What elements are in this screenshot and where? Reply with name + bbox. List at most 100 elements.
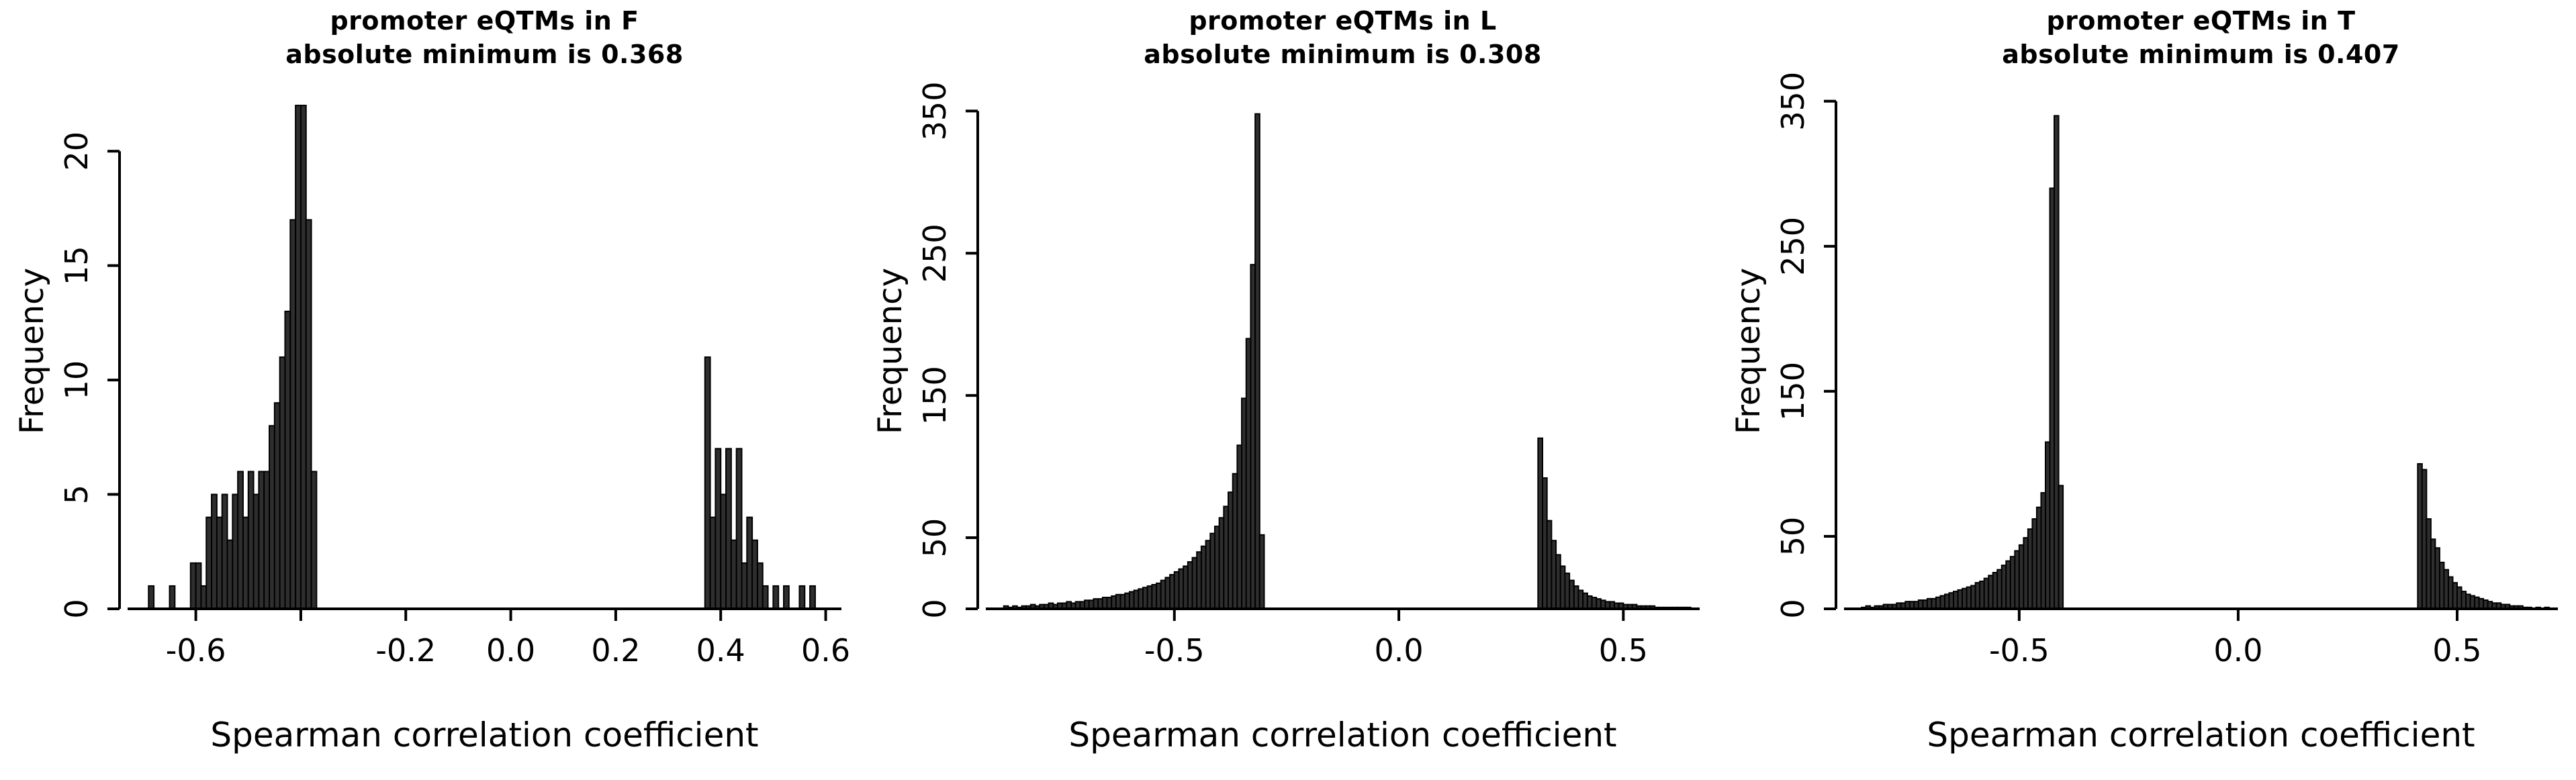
histogram-bar <box>1537 437 1544 610</box>
x-tick-label: 0.0 <box>2213 632 2262 669</box>
histogram-bar <box>1223 505 1230 610</box>
histogram-bar <box>1236 444 1243 610</box>
x-tick-label: 0.0 <box>1374 632 1423 669</box>
x-tick-label: 0.6 <box>801 632 850 669</box>
histogram-bar <box>1101 597 1108 610</box>
histogram-bar <box>1573 585 1579 610</box>
x-tick-label: 0.0 <box>486 632 535 669</box>
histogram-bar <box>1542 477 1548 610</box>
y-tick-label: 250 <box>1775 217 1811 276</box>
histogram-bar <box>709 516 717 610</box>
y-tick-label: 10 <box>58 360 95 400</box>
histogram-bar <box>310 471 318 610</box>
histogram-bar <box>1097 598 1103 610</box>
y-tick-label: 0 <box>58 599 95 618</box>
histogram-bar <box>258 471 265 610</box>
x-axis-label: Spearman correlation coefficient <box>1927 716 2475 754</box>
histogram-bar <box>211 493 218 610</box>
histogram-bar <box>1577 589 1584 610</box>
chart-title-line2: absolute minimum is 0.407 <box>2002 40 2400 70</box>
histogram-bar <box>1138 588 1144 610</box>
histogram-bar <box>1551 540 1557 610</box>
histogram-panel-f: promoter eQTMs in F absolute minimum is … <box>0 0 858 780</box>
histogram-bar <box>715 448 722 610</box>
histogram-bar <box>1142 587 1148 610</box>
histogram-bar <box>1169 574 1175 610</box>
x-tick-label: 0.5 <box>1599 632 1648 669</box>
y-axis-label: Frequency <box>13 268 51 434</box>
x-tick-label: 0.5 <box>2432 632 2481 669</box>
histogram-bar <box>1218 517 1225 610</box>
y-tick-label: 20 <box>58 132 95 171</box>
histogram-bar <box>1187 561 1193 610</box>
histogram-bar <box>269 425 275 610</box>
histogram-bar <box>772 585 780 610</box>
histogram-bar <box>295 105 302 610</box>
histogram-bar <box>798 585 806 610</box>
histogram-bar <box>205 516 213 610</box>
histogram-bar <box>284 310 291 610</box>
chart-title-line1: promoter eQTMs in F <box>330 6 639 36</box>
histogram-bar <box>1106 597 1113 610</box>
histogram-bar <box>1228 491 1234 610</box>
histogram-bar <box>300 105 307 610</box>
histogram-bar <box>216 516 223 610</box>
histogram-bar <box>237 471 244 610</box>
x-tick-label: 0.2 <box>591 632 640 669</box>
histogram-bar <box>746 516 753 610</box>
y-tick-label: 150 <box>917 366 953 425</box>
y-tick-label: 150 <box>1775 362 1811 421</box>
histogram-bar <box>1093 598 1099 610</box>
histogram-bar <box>1254 113 1260 610</box>
histogram-bar <box>1200 545 1207 610</box>
histogram-bar <box>1591 597 1598 610</box>
y-tick-label: 15 <box>58 246 95 285</box>
y-tick-label: 5 <box>58 485 95 504</box>
histogram-bar <box>1151 583 1158 610</box>
histogram-bar <box>735 448 743 610</box>
histogram-bar <box>756 562 764 610</box>
histogram-bar <box>1128 591 1135 610</box>
histogram-bar <box>1258 534 1265 610</box>
histogram-bar <box>273 402 281 610</box>
x-tick-label: -0.5 <box>1989 632 2050 669</box>
histogram-plot-t: -0.5 0.0 0.5 0 50 150 250 350 <box>1775 72 2558 669</box>
histogram-bar <box>279 356 286 610</box>
x-tick-label: 0.4 <box>696 632 745 669</box>
histogram-plot-f: -0.6 -0.2 0.0 0.2 0.4 0.6 0 5 10 15 20 <box>58 105 850 669</box>
histogram-bar <box>1146 585 1153 610</box>
histogram-bar <box>809 585 816 610</box>
y-tick-label: 0 <box>1775 599 1811 618</box>
histogram-bar <box>1213 526 1220 610</box>
histogram-bar <box>242 516 249 610</box>
histogram-bar <box>247 471 255 610</box>
x-axis-label: Spearman correlation coefficient <box>1068 716 1617 754</box>
histogram-bar <box>720 493 727 610</box>
histogram-bar <box>1133 589 1140 610</box>
histogram-bar <box>1156 582 1162 610</box>
histogram-bar <box>751 539 758 610</box>
histogram-bar <box>730 539 737 610</box>
histogram-bar <box>1564 573 1571 610</box>
y-tick-label: 0 <box>917 599 953 618</box>
histogram-bar <box>263 471 271 610</box>
chart-title-l: promoter eQTMs in L absolute minimum is … <box>986 4 1700 71</box>
histogram-bar <box>221 493 228 610</box>
histogram-bar <box>1160 579 1166 610</box>
x-tick-label: -0.5 <box>1144 632 1205 669</box>
y-tick-label: 250 <box>917 224 953 283</box>
histogram-bar <box>1555 554 1561 610</box>
chart-title-line2: absolute minimum is 0.368 <box>285 40 684 70</box>
y-tick-label: 350 <box>917 82 953 141</box>
histogram-bar <box>232 493 239 610</box>
histogram-bar <box>783 585 790 610</box>
chart-title-line2: absolute minimum is 0.308 <box>1144 40 1542 70</box>
x-axis-label: Spearman correlation coefficient <box>210 716 759 754</box>
chart-title-f: promoter eQTMs in F absolute minimum is … <box>128 4 841 71</box>
histogram-bar <box>195 562 202 610</box>
chart-title-t: promoter eQTMs in T absolute minimum is … <box>1844 4 2558 71</box>
chart-title-line1: promoter eQTMs in T <box>2046 6 2356 36</box>
histogram-bar <box>1115 593 1121 610</box>
histogram-bar <box>169 585 176 610</box>
histogram-bar <box>1559 565 1566 610</box>
